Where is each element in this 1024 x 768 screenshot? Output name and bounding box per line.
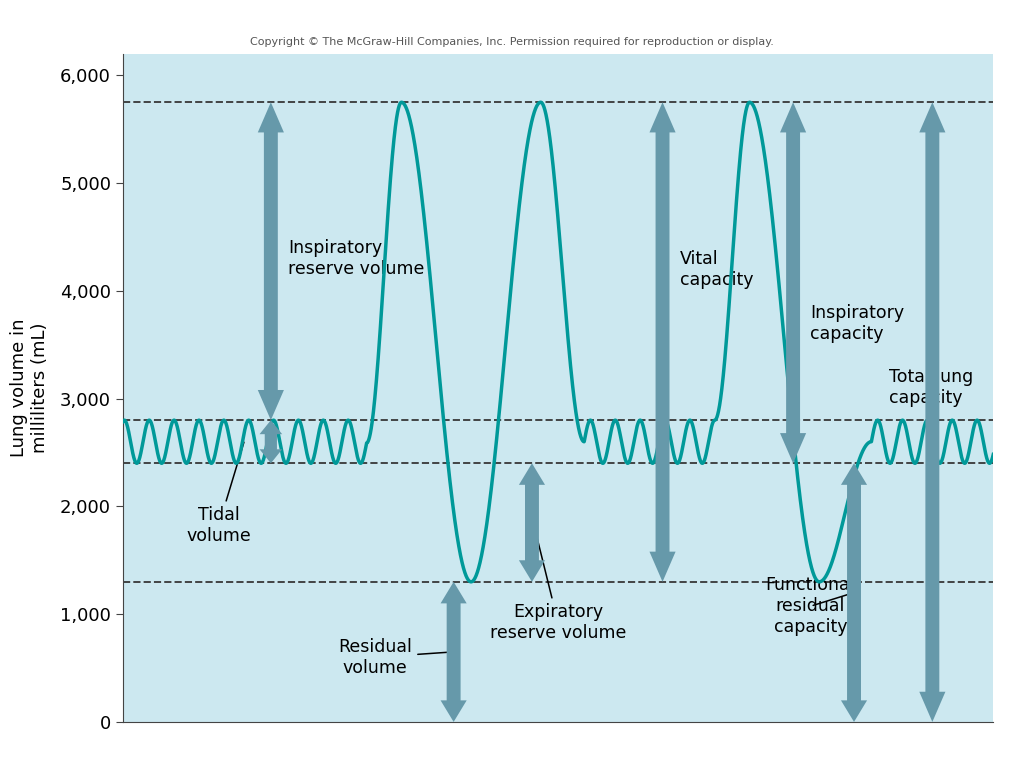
Text: Copyright © The McGraw-Hill Companies, Inc. Permission required for reproduction: Copyright © The McGraw-Hill Companies, I… xyxy=(250,37,774,48)
Polygon shape xyxy=(920,102,945,722)
Text: Tidal
volume: Tidal volume xyxy=(186,442,251,545)
Polygon shape xyxy=(258,102,284,420)
Polygon shape xyxy=(440,582,467,722)
Polygon shape xyxy=(841,463,867,722)
Text: Total lung
capacity: Total lung capacity xyxy=(889,369,973,407)
Polygon shape xyxy=(259,420,283,463)
Text: Expiratory
reserve volume: Expiratory reserve volume xyxy=(489,520,627,642)
Polygon shape xyxy=(649,102,676,582)
Polygon shape xyxy=(780,102,806,463)
Text: Inspiratory
reserve volume: Inspiratory reserve volume xyxy=(289,239,425,278)
Text: Vital
capacity: Vital capacity xyxy=(680,250,754,289)
Text: Residual
volume: Residual volume xyxy=(338,638,451,677)
Y-axis label: Lung volume in
milliliters (mL): Lung volume in milliliters (mL) xyxy=(10,319,49,457)
Text: Inspiratory
capacity: Inspiratory capacity xyxy=(811,304,904,343)
Polygon shape xyxy=(519,463,545,582)
Text: Functional
residual
capacity: Functional residual capacity xyxy=(766,577,855,636)
